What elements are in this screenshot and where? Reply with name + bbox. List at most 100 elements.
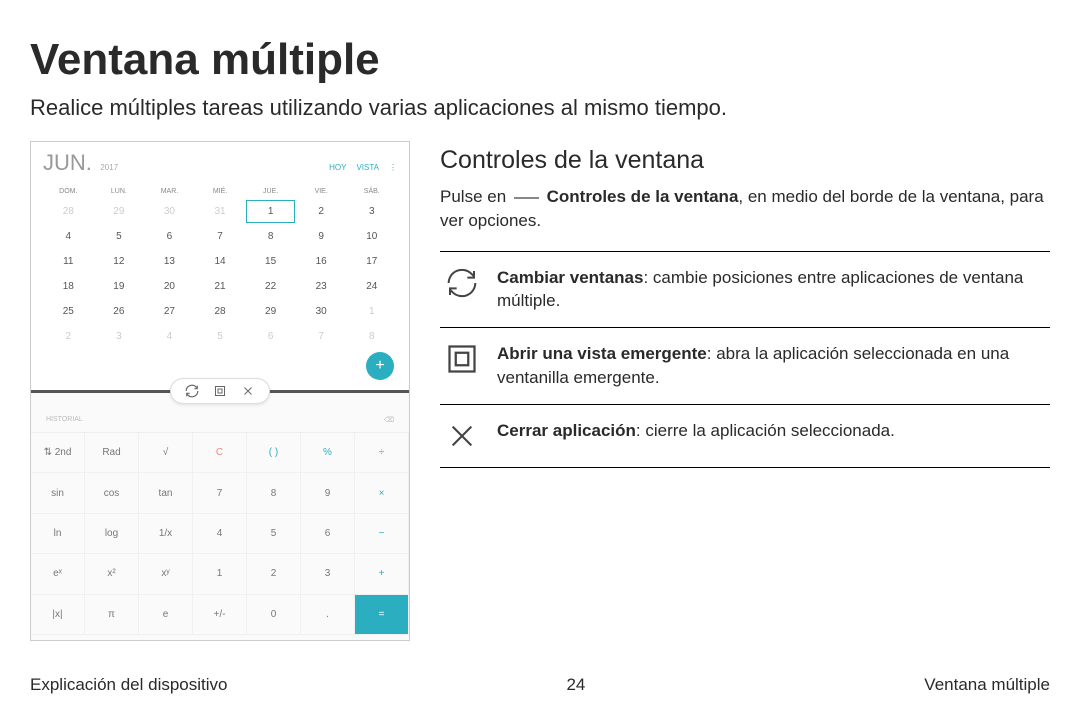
cal-day-cell[interactable]: 20	[144, 274, 195, 299]
cal-day-cell[interactable]: 21	[195, 274, 246, 299]
cal-day-cell[interactable]: 4	[144, 324, 195, 349]
cal-day-cell[interactable]: 15	[245, 249, 296, 274]
cal-day-cell[interactable]: 22	[245, 274, 296, 299]
content-wrapper: JUN. 2017 HOY VISTA ⋮ DOM.LUN.MAR.MIÉ.JU…	[30, 141, 1050, 641]
cal-day-cell[interactable]: 3	[94, 324, 145, 349]
cal-day-cell[interactable]: 10	[346, 224, 397, 249]
cal-day-cell[interactable]: 30	[144, 199, 195, 224]
calc-button[interactable]: |x|	[31, 595, 85, 635]
calc-button[interactable]: 1	[193, 554, 247, 594]
view-link[interactable]: VISTA	[356, 163, 379, 172]
calc-history-bar: HISTORIAL ⌫	[31, 408, 409, 433]
calc-button[interactable]: %	[301, 433, 355, 473]
calc-button[interactable]: C	[193, 433, 247, 473]
calc-button[interactable]: cos	[85, 473, 139, 513]
page-title: Ventana múltiple	[30, 35, 1050, 85]
section-title: Controles de la ventana	[440, 146, 1050, 175]
calc-button[interactable]: sin	[31, 473, 85, 513]
calc-button[interactable]: ⇅ 2nd	[31, 433, 85, 473]
calendar-app: JUN. 2017 HOY VISTA ⋮ DOM.LUN.MAR.MIÉ.JU…	[31, 142, 409, 393]
cal-day-cell[interactable]: 28	[195, 299, 246, 324]
switch-windows-icon[interactable]	[185, 384, 199, 398]
calc-button[interactable]: eˣ	[31, 554, 85, 594]
calc-button[interactable]: x²	[85, 554, 139, 594]
calc-button[interactable]: −	[355, 514, 409, 554]
cal-day-cell[interactable]: 24	[346, 274, 397, 299]
cal-day-cell[interactable]: 23	[296, 274, 347, 299]
calc-button[interactable]: π	[85, 595, 139, 635]
close-app-icon[interactable]	[241, 384, 255, 398]
cal-day-cell[interactable]: 19	[94, 274, 145, 299]
cal-day-cell[interactable]: 7	[195, 224, 246, 249]
cal-day-cell[interactable]: 6	[144, 224, 195, 249]
calc-button[interactable]: 3	[301, 554, 355, 594]
add-event-fab[interactable]: +	[366, 352, 394, 380]
popup-view-icon[interactable]	[213, 384, 227, 398]
footer-right: Ventana múltiple	[924, 675, 1050, 695]
today-link[interactable]: HOY	[329, 163, 346, 172]
cal-day-cell[interactable]: 30	[296, 299, 347, 324]
cal-day-cell[interactable]: 6	[245, 324, 296, 349]
calc-button[interactable]: 7	[193, 473, 247, 513]
cal-day-cell[interactable]: 8	[346, 324, 397, 349]
cal-day-cell[interactable]: 4	[43, 224, 94, 249]
cal-day-cell[interactable]: 2	[43, 324, 94, 349]
menu-icon[interactable]: ⋮	[389, 163, 397, 172]
calc-button[interactable]: √	[139, 433, 193, 473]
calc-button[interactable]: 9	[301, 473, 355, 513]
cal-day-cell[interactable]: 29	[245, 299, 296, 324]
calc-button[interactable]: ÷	[355, 433, 409, 473]
cal-day-cell[interactable]: 27	[144, 299, 195, 324]
cal-day-cell[interactable]: 1	[245, 199, 296, 224]
cal-day-cell[interactable]: 5	[94, 224, 145, 249]
calc-button[interactable]: +/-	[193, 595, 247, 635]
cal-day-header: LUN.	[94, 184, 145, 199]
cal-day-header: VIE.	[296, 184, 347, 199]
calendar-header: JUN. 2017 HOY VISTA ⋮	[43, 150, 397, 176]
calc-button[interactable]: 0	[247, 595, 301, 635]
calc-button[interactable]: 4	[193, 514, 247, 554]
calc-button[interactable]: 2	[247, 554, 301, 594]
cal-day-cell[interactable]: 1	[346, 299, 397, 324]
calc-button[interactable]: .	[301, 595, 355, 635]
cal-day-cell[interactable]: 5	[195, 324, 246, 349]
cal-day-cell[interactable]: 3	[346, 199, 397, 224]
cal-day-cell[interactable]: 2	[296, 199, 347, 224]
calc-button[interactable]: e	[139, 595, 193, 635]
calc-button[interactable]: log	[85, 514, 139, 554]
calc-button[interactable]: =	[355, 595, 409, 635]
cal-day-cell[interactable]: 18	[43, 274, 94, 299]
calc-button[interactable]: 8	[247, 473, 301, 513]
control-item-switch: Cambiar ventanas: cambie posiciones entr…	[440, 252, 1050, 329]
cal-day-cell[interactable]: 11	[43, 249, 94, 274]
cal-day-cell[interactable]: 8	[245, 224, 296, 249]
calc-button[interactable]: ln	[31, 514, 85, 554]
calc-button[interactable]: ( )	[247, 433, 301, 473]
cal-day-cell[interactable]: 16	[296, 249, 347, 274]
calc-button[interactable]: 1/x	[139, 514, 193, 554]
calc-button[interactable]: +	[355, 554, 409, 594]
cal-day-cell[interactable]: 17	[346, 249, 397, 274]
calc-button[interactable]: Rad	[85, 433, 139, 473]
cal-day-cell[interactable]: 26	[94, 299, 145, 324]
cal-day-cell[interactable]: 12	[94, 249, 145, 274]
cal-day-cell[interactable]: 28	[43, 199, 94, 224]
calc-button[interactable]: 5	[247, 514, 301, 554]
cal-day-cell[interactable]: 7	[296, 324, 347, 349]
calc-button[interactable]: ×	[355, 473, 409, 513]
cal-day-cell[interactable]: 29	[94, 199, 145, 224]
window-controls-pill[interactable]	[170, 378, 270, 404]
cal-day-cell[interactable]: 13	[144, 249, 195, 274]
page-footer: Explicación del dispositivo 24 Ventana m…	[30, 675, 1050, 695]
cal-day-header: SÁB.	[346, 184, 397, 199]
calc-button[interactable]: xʸ	[139, 554, 193, 594]
cal-day-cell[interactable]: 14	[195, 249, 246, 274]
calc-button[interactable]: tan	[139, 473, 193, 513]
cal-day-cell[interactable]: 25	[43, 299, 94, 324]
cal-day-cell[interactable]: 9	[296, 224, 347, 249]
control-item-popup: Abrir una vista emergente: abra la aplic…	[440, 328, 1050, 405]
calculator-app: HISTORIAL ⌫ ⇅ 2ndRad√C( )%÷ sincostan789×…	[31, 393, 409, 640]
calc-button[interactable]: 6	[301, 514, 355, 554]
cal-day-cell[interactable]: 31	[195, 199, 246, 224]
cal-day-header: DOM.	[43, 184, 94, 199]
